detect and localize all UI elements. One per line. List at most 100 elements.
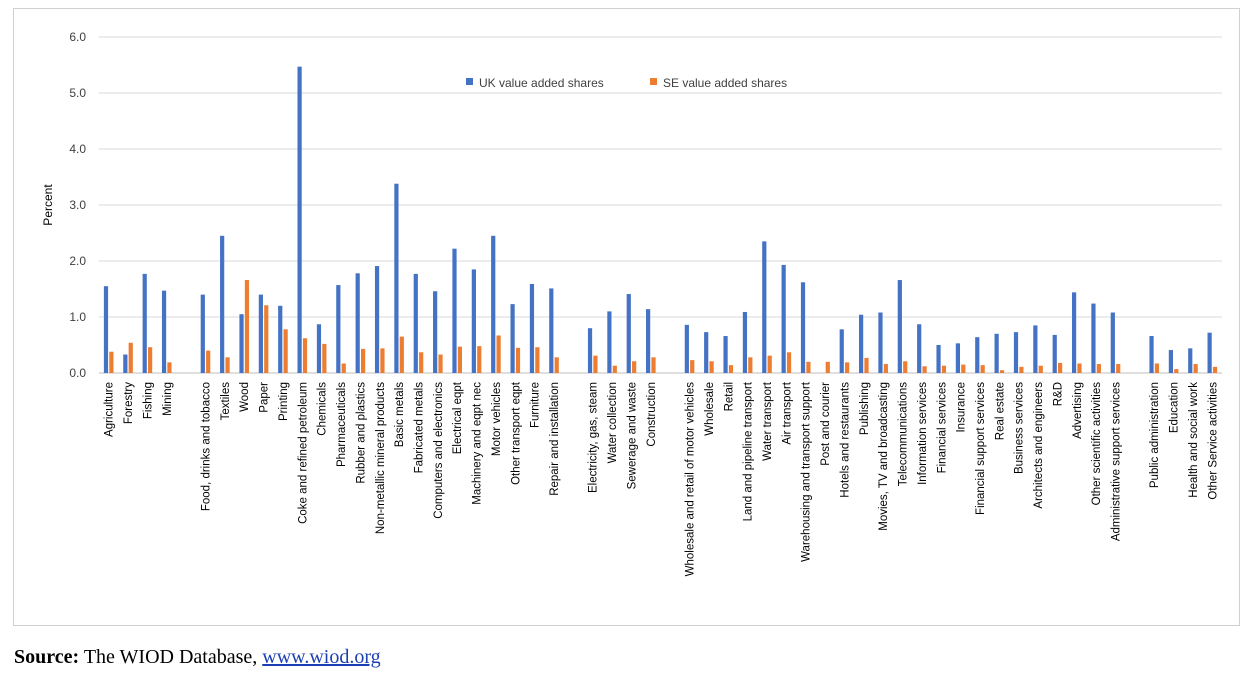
se-bar-25: [593, 355, 598, 373]
se-bar-46: [999, 370, 1005, 373]
category-label: Non-metallic mineral products: [375, 382, 387, 534]
se-bar-13: [360, 348, 366, 373]
category-label: Chemicals: [317, 382, 329, 436]
uk-bar-18: [452, 248, 457, 373]
se-bar-28: [651, 357, 656, 373]
se-bar-17: [438, 354, 443, 373]
uk-bar-43: [936, 345, 941, 373]
se-bar-42: [922, 366, 927, 373]
se-bar-6: [225, 357, 230, 373]
category-label: Paper: [259, 382, 271, 413]
y-tick-label: 1.0: [69, 310, 86, 324]
se-bar-9: [283, 329, 288, 373]
se-bar-48: [1038, 365, 1043, 373]
uk-bar-50: [1071, 292, 1077, 373]
category-label: Fabricated metals: [413, 382, 425, 474]
se-bar-7: [244, 280, 250, 373]
category-label: Air transport: [781, 381, 793, 444]
category-label: Wholesale: [704, 382, 716, 436]
uk-bar-45: [975, 337, 980, 373]
category-label: Post and courier: [820, 382, 832, 466]
category-label: Other Service activities: [1207, 382, 1219, 500]
uk-bar-15: [394, 183, 399, 373]
se-bar-22: [535, 347, 540, 373]
se-bar-26: [612, 365, 617, 373]
uk-bar-3: [161, 290, 167, 373]
uk-bar-48: [1033, 325, 1038, 373]
se-bar-40: [883, 364, 888, 373]
se-bar-8: [264, 305, 269, 373]
se-bar-43: [941, 365, 947, 373]
uk-bar-25: [587, 328, 593, 373]
se-bar-37: [825, 361, 830, 373]
category-label: Water collection: [607, 382, 619, 463]
se-bar-36: [806, 361, 811, 373]
uk-bar-17: [433, 291, 438, 373]
category-label: Financial support services: [975, 382, 987, 515]
se-bar-10: [302, 338, 308, 373]
category-label: Electrical eqpt: [452, 381, 464, 454]
category-label: Wholesale and retail of motor vehicles: [685, 382, 697, 577]
uk-bar-0: [103, 286, 109, 373]
category-label: Other transport eqpt: [510, 381, 522, 485]
se-bar-31: [709, 361, 714, 373]
y-tick-label: 3.0: [69, 198, 86, 212]
se-bar-50: [1077, 363, 1082, 373]
y-axis-title: Percent: [41, 184, 55, 226]
uk-bar-51: [1091, 303, 1096, 373]
category-label: Forestry: [123, 382, 135, 424]
category-label: Education: [1169, 382, 1181, 433]
category-label: Mining: [162, 382, 174, 416]
uk-bar-12: [336, 285, 341, 373]
category-label: Motor vehicles: [491, 382, 503, 456]
category-label: Construction: [646, 382, 658, 447]
uk-bar-27: [626, 294, 631, 373]
category-label: Repair and installation: [549, 382, 561, 496]
category-label: Publishing: [859, 382, 871, 435]
uk-bar-28: [646, 309, 651, 373]
uk-bar-20: [491, 235, 496, 373]
se-bar-23: [554, 357, 559, 373]
uk-bar-41: [897, 280, 902, 373]
uk-bar-21: [510, 304, 515, 373]
category-label: Machinery and eqpt nec: [472, 382, 484, 505]
category-label: Architects and engineers: [1033, 382, 1045, 509]
uk-bar-9: [278, 305, 283, 373]
se-bar-11: [322, 343, 327, 373]
se-bar-45: [980, 365, 985, 373]
category-label: Business services: [1014, 382, 1026, 474]
se-bar-20: [496, 335, 501, 373]
se-bar-35: [786, 352, 792, 373]
uk-bar-39: [859, 314, 864, 373]
category-label: Printing: [278, 382, 290, 421]
y-tick-label: 4.0: [69, 142, 86, 156]
category-label: Fishing: [142, 382, 154, 419]
se-bar-0: [109, 351, 114, 373]
uk-bar-54: [1149, 336, 1154, 373]
source-link[interactable]: www.wiod.org: [262, 646, 381, 668]
uk-bar-1: [123, 354, 128, 373]
uk-bar-56: [1188, 348, 1193, 373]
category-label: Retail: [723, 382, 735, 411]
category-label: Water transport: [762, 381, 774, 461]
se-bar-21: [515, 347, 521, 373]
uk-bar-14: [374, 266, 380, 373]
category-label: Administrative support services: [1111, 382, 1123, 541]
y-tick-label: 2.0: [69, 254, 86, 268]
y-tick-label: 5.0: [69, 86, 86, 100]
uk-bar-5: [200, 294, 205, 373]
se-bar-30: [690, 360, 695, 373]
category-label: Insurance: [956, 382, 968, 433]
se-bar-54: [1154, 363, 1160, 373]
uk-bar-19: [471, 269, 476, 373]
uk-bar-13: [355, 273, 360, 373]
category-label: Rubber and plastics: [355, 382, 367, 484]
uk-bar-2: [142, 273, 147, 373]
category-label: R&D: [1052, 382, 1064, 406]
uk-bar-46: [994, 333, 999, 373]
category-label: Movies, TV and broadcasting: [878, 382, 890, 531]
se-bar-47: [1019, 366, 1024, 373]
category-label: Food, drinks and tobacco: [200, 382, 212, 511]
uk-bar-10: [297, 66, 302, 374]
category-label: Telecommunications: [898, 382, 910, 486]
